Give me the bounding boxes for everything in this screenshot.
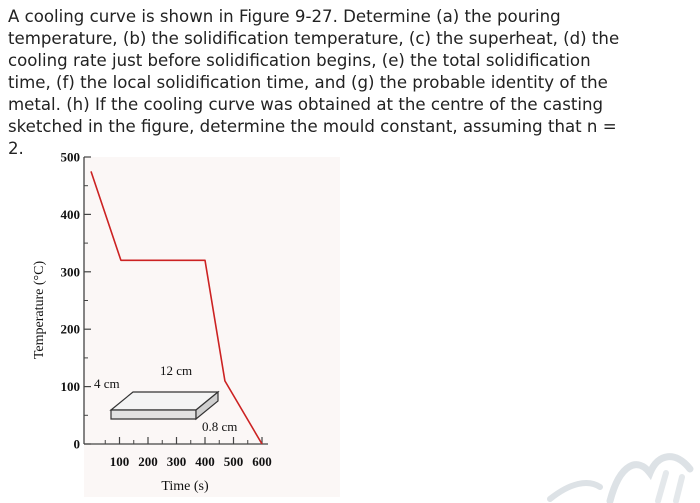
x-tick-label: 400	[195, 454, 215, 469]
plot-background	[84, 157, 340, 497]
axes: 0 100 200 300 400 500 100 200 300 400 500 600	[61, 150, 272, 470]
x-tick-label: 500	[224, 454, 244, 469]
y-tick-label: 100	[61, 379, 81, 394]
x-axis-label: Time (s)	[161, 479, 209, 494]
y-tick-label: 400	[61, 207, 81, 222]
x-tick-label: 100	[110, 454, 130, 469]
y-tick-label: 0	[74, 437, 81, 452]
y-tick-label: 500	[61, 150, 81, 165]
decorative-leaf-icon	[547, 453, 694, 503]
y-tick-label: 300	[61, 264, 81, 279]
x-tick-label: 200	[138, 454, 158, 469]
casting-sketch: 4 cm 12 cm 0.8 cm	[94, 363, 237, 434]
casting-side-face	[195, 390, 219, 421]
question-text: A cooling curve is shown in Figure 9-27.…	[8, 7, 620, 158]
casting-front-face	[110, 409, 197, 420]
y-tick-label: 200	[61, 322, 81, 337]
casting-thickness-label: 0.8 cm	[202, 419, 237, 434]
series	[90, 171, 263, 445]
x-tick-label: 600	[252, 454, 272, 469]
casting-width-label: 4 cm	[94, 376, 120, 391]
x-tick-label: 300	[167, 454, 187, 469]
y-axis-label: Temperature (°C)	[32, 261, 47, 360]
cooling-curve-line	[90, 171, 263, 445]
casting-length-label: 12 cm	[160, 363, 192, 378]
